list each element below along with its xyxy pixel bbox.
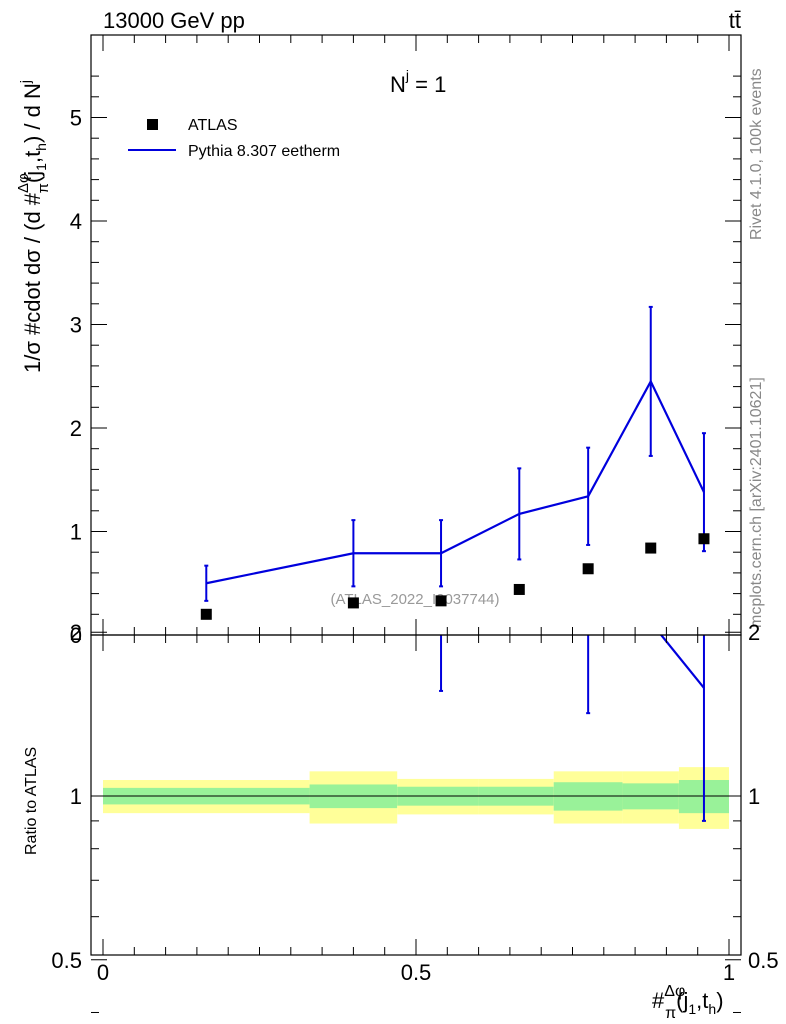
tick-label: 2 [70,416,82,441]
tick-label: 2 [70,620,82,645]
tick-label: 2 [748,620,760,645]
tick-label: 1 [70,784,82,809]
tick-label: 1 [723,960,735,985]
atlas-data-point [582,563,594,575]
tick-label: 0 [97,960,109,985]
tick-label: 0.5 [51,948,82,973]
tick-label: 4 [70,209,82,234]
main-ylabel: 1/σ #cdot dσ / (d #Δφ π(j1,th) / d Nj [15,80,52,373]
tick-label: 1 [748,784,760,809]
mc-line [206,379,705,585]
process-label: tt̄ [729,8,741,33]
ratio-uncertainty-bands [103,767,729,829]
tick-label: 0 [70,623,82,648]
ratio-ylabel: Ratio to ATLAS [23,747,40,855]
atlas-data-point [200,608,212,620]
rivet-label: Rivet 4.1.0, 100k events [748,68,765,240]
plot-title: Nj = 1 [390,67,446,97]
legend-mc-label: Pythia 8.307 eetherm [188,143,340,160]
x-axis-title: #Δφ π(j1,th) [652,983,724,1022]
analysis-watermark: (ATLAS_2022_I2037744) [330,591,499,608]
legend-atlas-marker [147,119,158,130]
tick-label: 0.5 [748,948,779,973]
energy-label: 13000 GeV pp [103,8,245,33]
tick-label: 3 [70,313,82,338]
tick-label: 1 [70,520,82,545]
mcplots-label: mcplots.cern.ch [arXiv:2401.10621] [748,377,765,628]
ratio-mc-series [439,635,706,822]
main-mc-series [204,305,706,602]
atlas-data-point [435,595,447,607]
legend-atlas-label: ATLAS [188,117,238,134]
tick-label: 5 [70,106,82,131]
axis-ticks [91,35,741,1013]
atlas-data-point [698,533,710,545]
main-data-series [200,533,710,620]
atlas-data-point [645,542,657,554]
tick-label: 0.5 [401,960,432,985]
atlas-data-point [513,583,525,595]
atlas-data-point [347,597,359,609]
